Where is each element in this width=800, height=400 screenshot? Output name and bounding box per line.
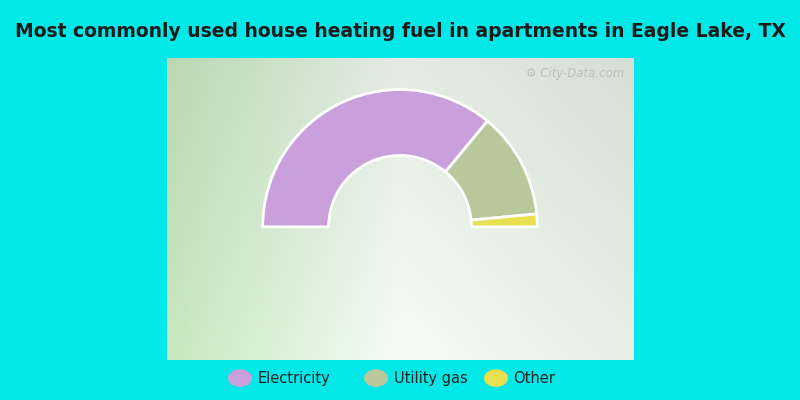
Text: Most commonly used house heating fuel in apartments in Eagle Lake, TX: Most commonly used house heating fuel in…: [14, 22, 786, 41]
Ellipse shape: [228, 369, 252, 387]
Ellipse shape: [484, 369, 508, 387]
Wedge shape: [446, 121, 537, 220]
Text: Electricity: Electricity: [258, 371, 330, 386]
Ellipse shape: [364, 369, 388, 387]
Text: ⚙ City-Data.com: ⚙ City-Data.com: [526, 67, 624, 80]
Text: Other: Other: [514, 371, 555, 386]
Wedge shape: [471, 214, 538, 227]
Text: Utility gas: Utility gas: [394, 371, 467, 386]
Wedge shape: [262, 90, 487, 227]
